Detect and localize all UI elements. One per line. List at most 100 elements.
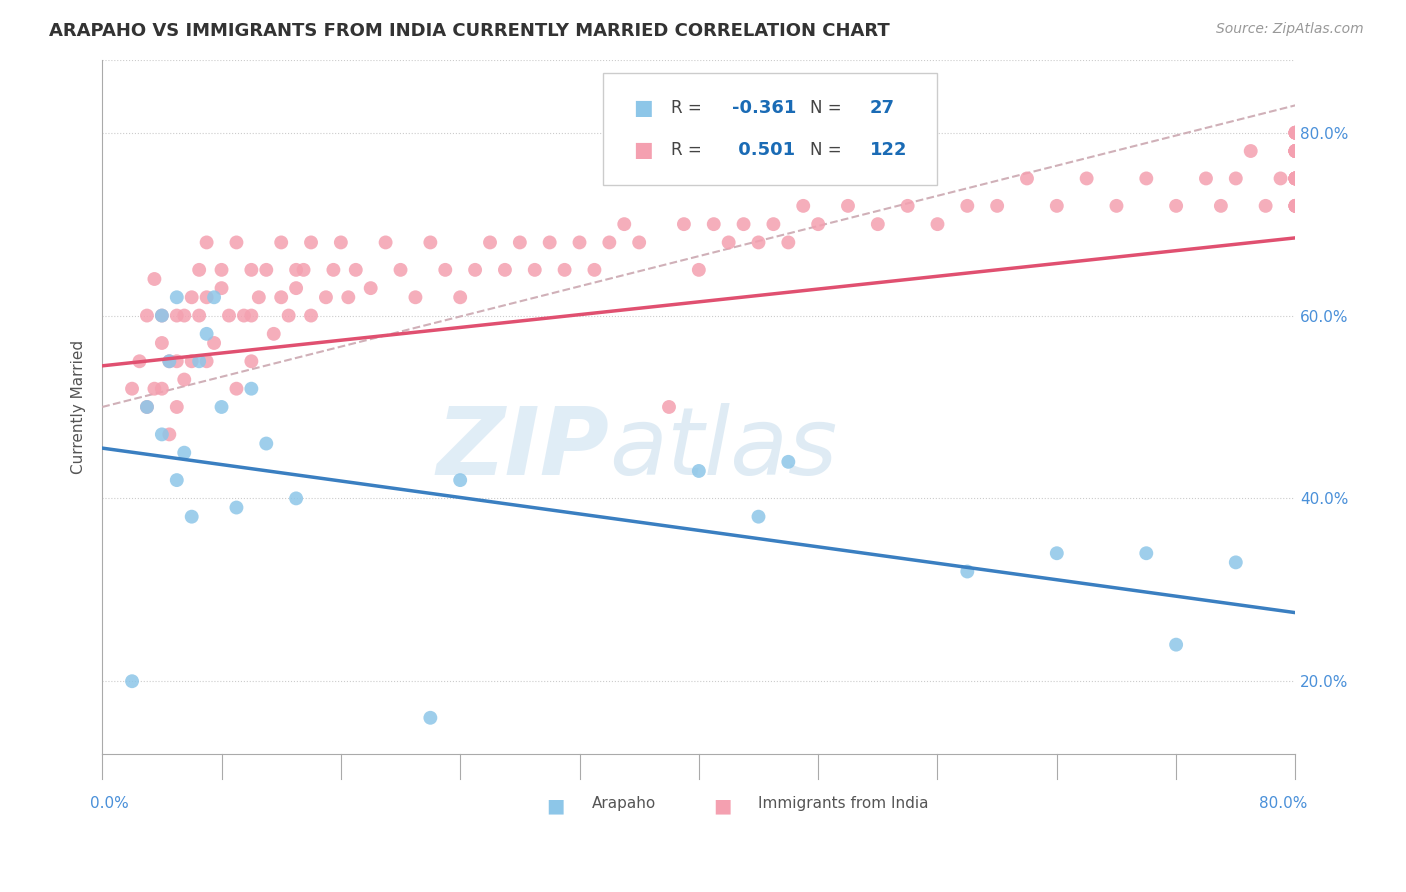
Text: R =: R = (672, 142, 707, 160)
Point (1284, 199, 1306, 213)
Text: Source: ZipAtlas.com: Source: ZipAtlas.com (1216, 22, 1364, 37)
Point (1284, 126, 1306, 140)
Point (389, 263, 412, 277)
FancyBboxPatch shape (603, 73, 938, 185)
Point (337, 290, 360, 304)
Point (150, 382, 173, 396)
Point (202, 336, 225, 351)
Point (344, 263, 367, 277)
Point (672, 217, 695, 231)
Text: atlas: atlas (609, 403, 838, 494)
Point (1195, 171, 1218, 186)
Point (717, 235, 740, 250)
Point (211, 263, 233, 277)
Text: 122: 122 (869, 142, 907, 160)
Point (1284, 144, 1306, 158)
Point (195, 235, 218, 250)
Point (1254, 199, 1277, 213)
Point (136, 400, 159, 414)
Point (986, 199, 1008, 213)
Point (180, 509, 202, 524)
Text: ARAPAHO VS IMMIGRANTS FROM INDIA CURRENTLY MARRIED CORRELATION CHART: ARAPAHO VS IMMIGRANTS FROM INDIA CURRENT… (49, 22, 890, 40)
Point (1284, 144, 1306, 158)
Text: 27: 27 (869, 99, 894, 117)
Point (1240, 144, 1263, 158)
Point (150, 427, 173, 442)
Point (538, 235, 561, 250)
Point (464, 263, 486, 277)
Point (747, 509, 769, 524)
Point (1284, 171, 1306, 186)
Point (277, 309, 299, 323)
Point (419, 235, 441, 250)
Point (778, 455, 800, 469)
Point (232, 309, 254, 323)
Point (211, 281, 233, 295)
Point (554, 263, 576, 277)
Point (360, 281, 382, 295)
Point (1284, 199, 1306, 213)
Point (1046, 546, 1069, 560)
Point (1284, 126, 1306, 140)
Text: N =: N = (810, 99, 846, 117)
Point (322, 263, 344, 277)
Point (1284, 144, 1306, 158)
Point (188, 263, 211, 277)
Point (419, 711, 441, 725)
Point (1284, 171, 1306, 186)
Point (1284, 171, 1306, 186)
Point (195, 326, 218, 341)
Point (1270, 171, 1292, 186)
Text: 0.0%: 0.0% (90, 796, 129, 811)
Point (1284, 144, 1306, 158)
Point (292, 263, 315, 277)
Point (1046, 199, 1069, 213)
Point (688, 464, 710, 478)
Point (240, 382, 263, 396)
Point (150, 336, 173, 351)
Text: Immigrants from India: Immigrants from India (758, 796, 929, 811)
Point (143, 272, 166, 286)
Point (254, 263, 277, 277)
Point (1284, 199, 1306, 213)
Point (1135, 546, 1157, 560)
Point (449, 290, 471, 304)
Point (1166, 199, 1188, 213)
Point (479, 235, 502, 250)
Point (1015, 171, 1038, 186)
Point (173, 309, 195, 323)
Point (583, 263, 606, 277)
Point (150, 309, 173, 323)
Point (121, 382, 143, 396)
Text: 0.501: 0.501 (733, 142, 796, 160)
Point (807, 217, 830, 231)
Text: ■: ■ (713, 796, 733, 815)
Point (195, 290, 218, 304)
Point (1284, 126, 1306, 140)
Text: -0.361: -0.361 (733, 99, 797, 117)
Point (202, 290, 225, 304)
Point (166, 290, 188, 304)
Point (374, 235, 396, 250)
Point (157, 354, 180, 368)
Point (1284, 171, 1306, 186)
Point (329, 235, 352, 250)
Point (150, 309, 173, 323)
Point (404, 290, 426, 304)
Point (1284, 144, 1306, 158)
Point (613, 217, 636, 231)
Point (247, 290, 270, 304)
Point (747, 235, 769, 250)
Point (1284, 126, 1306, 140)
Point (628, 235, 651, 250)
Point (136, 309, 159, 323)
Point (195, 354, 218, 368)
Point (270, 235, 292, 250)
Point (703, 217, 725, 231)
Point (1284, 144, 1306, 158)
Point (166, 354, 188, 368)
Point (792, 199, 814, 213)
Point (509, 235, 531, 250)
Point (315, 290, 337, 304)
Point (270, 290, 292, 304)
